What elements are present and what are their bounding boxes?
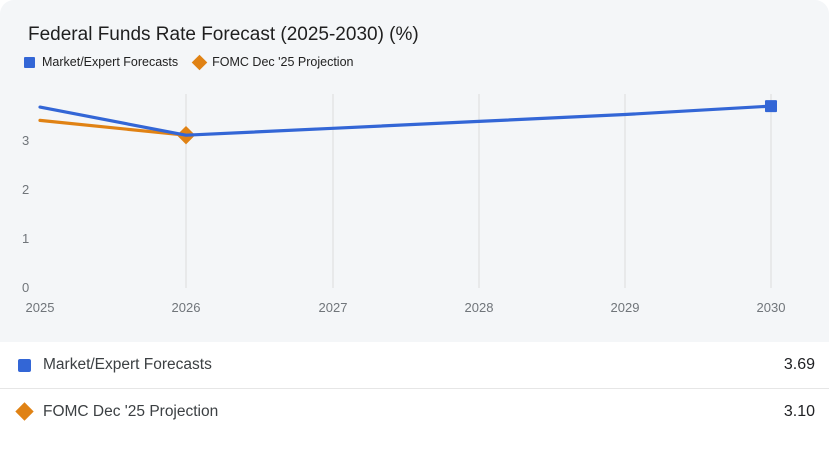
diamond-icon — [15, 402, 34, 421]
series-row-value: 3.69 — [783, 356, 815, 373]
x-tick-2026: 2026 — [172, 300, 201, 315]
x-tick-2028: 2028 — [465, 300, 494, 315]
legend-item-label: FOMC Dec '25 Projection — [212, 55, 354, 69]
list-item[interactable]: FOMC Dec '25 Projection 3.10 — [0, 388, 829, 434]
square-icon — [24, 56, 35, 68]
square-icon — [18, 358, 31, 372]
y-tick-2: 2 — [22, 182, 29, 197]
y-tick-1: 1 — [22, 231, 29, 246]
x-axis-labels: 2025 2026 2027 2028 2029 2030 — [26, 300, 786, 315]
plot-area: 3 2 1 0 2025 2026 2027 2028 2029 2030 — [0, 88, 829, 342]
legend-item-market-expert-forecasts[interactable]: Market/Expert Forecasts — [24, 55, 178, 69]
series-row-label: Market/Expert Forecasts — [43, 356, 212, 373]
chart-legend: Market/Expert Forecasts FOMC Dec '25 Pro… — [24, 54, 354, 70]
y-tick-0: 0 — [22, 280, 29, 295]
x-tick-2030: 2030 — [757, 300, 786, 315]
square-icon — [765, 100, 777, 113]
legend-item-fomc-projection[interactable]: FOMC Dec '25 Projection — [191, 54, 354, 70]
y-axis-labels: 3 2 1 0 — [22, 133, 29, 295]
list-item[interactable]: Market/Expert Forecasts 3.69 — [0, 342, 829, 388]
chart-panel: Federal Funds Rate Forecast (2025-2030) … — [0, 0, 829, 342]
line-market-forecasts — [38, 104, 773, 137]
legend-item-label: Market/Expert Forecasts — [42, 55, 179, 69]
gridlines — [185, 94, 772, 288]
plot-svg: 3 2 1 0 2025 2026 2027 2028 2029 2030 — [22, 94, 786, 315]
x-tick-2029: 2029 — [611, 300, 640, 315]
chart-title: Federal Funds Rate Forecast (2025-2030) … — [28, 24, 419, 45]
diamond-icon — [191, 54, 208, 70]
series-summary-list: Market/Expert Forecasts 3.69 FOMC Dec '2… — [0, 342, 829, 434]
series-market-expert-forecasts — [38, 100, 777, 137]
x-tick-2025: 2025 — [26, 300, 55, 315]
y-tick-3: 3 — [22, 133, 29, 148]
line-fomc-projection — [38, 118, 188, 137]
x-tick-2027: 2027 — [319, 300, 348, 315]
series-row-label: FOMC Dec '25 Projection — [43, 402, 219, 420]
series-row-value: 3.10 — [783, 402, 815, 420]
